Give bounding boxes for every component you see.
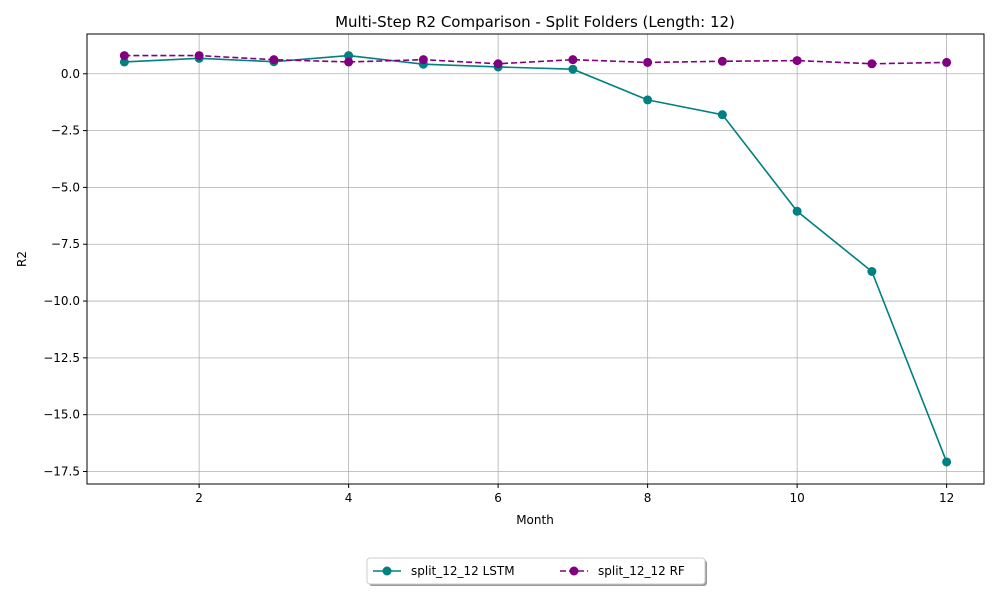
- data-point-lstm: [792, 206, 802, 216]
- y-tick-label: −7.5: [51, 237, 80, 251]
- y-tick-label: −15.0: [43, 408, 80, 422]
- data-point-lstm: [568, 64, 578, 74]
- data-point-lstm: [867, 267, 877, 276]
- y-tick-label: 0.0: [61, 67, 80, 81]
- series-line-rf: [124, 54, 947, 65]
- x-tick-label: 4: [345, 491, 353, 505]
- legend: split_12_12 LSTM split_12_12 RF: [366, 557, 707, 586]
- data-point-rf: [568, 55, 578, 65]
- data-point-lstm: [942, 457, 952, 467]
- chart-title: Multi-Step R2 Comparison - Split Folders…: [335, 13, 735, 31]
- x-axis-label: Month: [516, 513, 554, 527]
- data-point-rf: [792, 56, 802, 66]
- legend-swatch-marker: [569, 566, 579, 576]
- legend-swatch-marker: [382, 566, 392, 576]
- data-point-rf: [418, 55, 428, 65]
- y-axis-ticks: 0.0 −2.5 −5.0 −7.5 −10.0 −12.5 −15.0 −17.5: [43, 67, 87, 479]
- legend-entry-label: split_12_12 RF: [598, 564, 685, 578]
- grid: [87, 34, 984, 484]
- data-point-lstm: [344, 51, 354, 61]
- data-point-rf: [194, 51, 204, 61]
- data-point-rf: [643, 57, 653, 67]
- data-point-rf: [867, 59, 877, 69]
- data-point-lstm: [717, 110, 727, 120]
- data-point-lstm: [119, 57, 129, 67]
- y-tick-label: −2.5: [51, 124, 80, 138]
- x-tick-label: 12: [939, 491, 954, 505]
- data-point-rf: [344, 57, 354, 67]
- data-point-rf: [493, 59, 503, 69]
- series-line-lstm: [124, 54, 948, 463]
- plot-series: [119, 51, 952, 467]
- x-tick-label: 10: [789, 491, 804, 505]
- y-tick-label: −12.5: [43, 351, 80, 365]
- y-axis-label: R2: [15, 251, 29, 267]
- x-tick-label: 8: [644, 491, 652, 505]
- y-tick-label: −17.5: [43, 465, 80, 479]
- data-point-lstm: [643, 95, 653, 105]
- x-tick-label: 2: [195, 491, 203, 505]
- x-axis-ticks: 2 4 6 8 10 12: [195, 484, 954, 505]
- data-point-rf: [942, 57, 952, 67]
- data-point-rf: [119, 51, 129, 61]
- data-point-rf: [269, 55, 279, 65]
- y-tick-label: −10.0: [43, 294, 80, 308]
- plot-area-frame: [86, 33, 985, 485]
- x-tick-label: 6: [494, 491, 502, 505]
- legend-entry-label: split_12_12 LSTM: [411, 564, 515, 578]
- legend-box: [366, 557, 706, 585]
- data-point-rf: [717, 56, 727, 66]
- y-tick-label: −5.0: [51, 180, 80, 194]
